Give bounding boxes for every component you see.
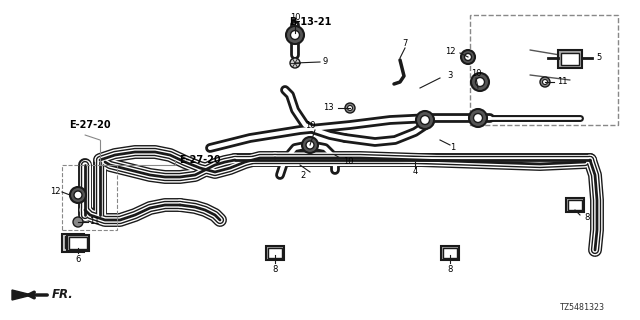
Bar — [62, 234, 84, 252]
Text: TZ5481323: TZ5481323 — [560, 303, 605, 312]
Circle shape — [416, 111, 434, 129]
Text: E-27-20: E-27-20 — [179, 155, 221, 165]
Text: E-27-20: E-27-20 — [69, 120, 111, 130]
Circle shape — [73, 217, 83, 227]
Text: 11: 11 — [89, 218, 99, 227]
Circle shape — [461, 50, 475, 64]
Text: 2: 2 — [300, 172, 306, 180]
Bar — [62, 165, 117, 230]
Circle shape — [291, 30, 300, 39]
Text: FR.: FR. — [52, 289, 74, 301]
Text: 1: 1 — [451, 143, 456, 153]
Text: 12: 12 — [50, 188, 60, 196]
Circle shape — [540, 77, 550, 87]
Circle shape — [74, 191, 82, 199]
Bar — [67, 235, 89, 251]
Bar — [558, 50, 582, 68]
Bar — [65, 236, 81, 248]
Circle shape — [543, 79, 547, 84]
Text: 10: 10 — [305, 122, 316, 131]
Bar — [568, 200, 582, 210]
Bar — [566, 198, 584, 212]
Circle shape — [306, 141, 314, 149]
Circle shape — [469, 109, 487, 127]
Bar — [268, 248, 282, 258]
Bar — [561, 53, 579, 65]
Bar — [441, 246, 459, 260]
Text: 11: 11 — [557, 77, 567, 86]
Circle shape — [476, 77, 484, 86]
Bar — [266, 246, 284, 260]
Text: 8: 8 — [584, 213, 589, 222]
Bar — [69, 237, 87, 249]
Text: 13: 13 — [323, 103, 333, 113]
Circle shape — [348, 106, 353, 110]
Text: B-13-21: B-13-21 — [289, 17, 331, 27]
Circle shape — [345, 103, 355, 113]
Bar — [470, 15, 618, 125]
Text: 8: 8 — [272, 266, 278, 275]
Circle shape — [290, 58, 300, 68]
Text: 10: 10 — [343, 157, 353, 166]
Text: 6: 6 — [76, 255, 81, 265]
Text: 10: 10 — [471, 69, 481, 78]
Text: 7: 7 — [403, 39, 408, 49]
Polygon shape — [12, 290, 32, 300]
Circle shape — [70, 187, 86, 203]
Circle shape — [420, 116, 429, 124]
Text: 5: 5 — [596, 53, 602, 62]
Text: 9: 9 — [323, 58, 328, 67]
Circle shape — [286, 26, 304, 44]
Circle shape — [465, 53, 472, 60]
Text: 12: 12 — [445, 47, 455, 57]
Circle shape — [471, 73, 489, 91]
Bar — [443, 248, 457, 258]
Circle shape — [302, 137, 318, 153]
Circle shape — [474, 114, 483, 123]
Text: 10: 10 — [290, 13, 300, 22]
Text: 4: 4 — [412, 167, 418, 177]
Text: 3: 3 — [447, 71, 452, 81]
Text: 8: 8 — [447, 266, 452, 275]
